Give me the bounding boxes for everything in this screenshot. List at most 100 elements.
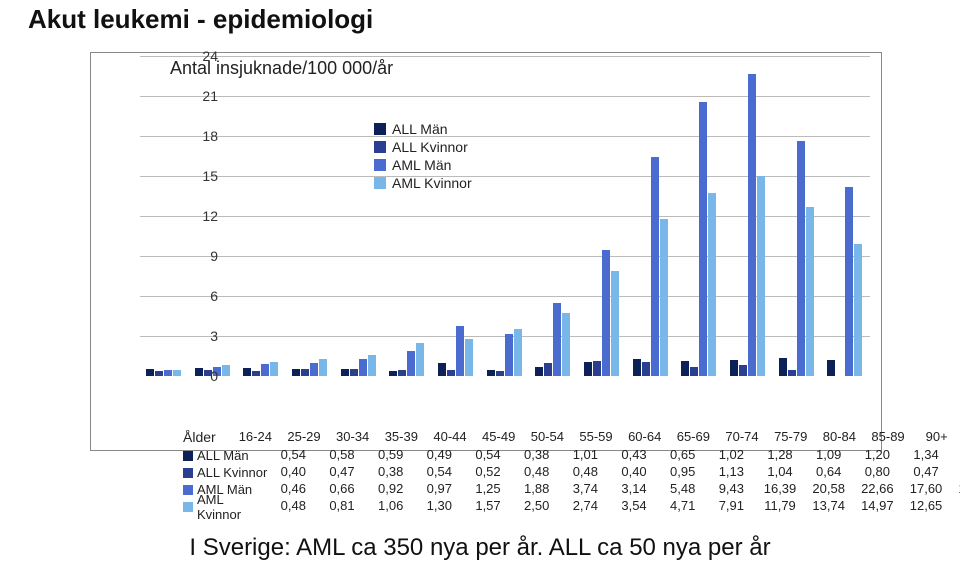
bar [292,369,300,376]
x-tick-label: 70-74 [718,429,767,444]
table-cells: 0,540,580,590,490,540,381,010,430,651,02… [269,447,960,464]
bar [243,368,251,376]
table-cell: 1,13 [707,464,756,479]
table-cell: 4,71 [658,498,707,513]
table-cell: 0,54 [464,447,513,462]
y-tick-label: 21 [178,88,218,104]
legend-swatch [374,177,386,189]
y-tick-label: 9 [178,248,218,264]
table-cell: 22,66 [853,481,902,496]
legend-label: ALL Män [392,121,448,137]
x-tick-label: 50-54 [523,429,572,444]
table-cell: 0,54 [269,447,318,462]
table-cell: 1,04 [756,464,805,479]
table-row: AML Män0,460,660,920,971,251,883,743,145… [181,481,960,498]
table-cell: 2,50 [512,498,561,513]
table-cell: 0,48 [561,464,610,479]
bar [708,193,716,376]
bar [730,360,738,376]
legend-item: AML Män [374,156,472,174]
bar [407,351,415,376]
table-cell: 14,17 [950,481,960,496]
bar [660,219,668,376]
table-cell: 3,74 [561,481,610,496]
bar [368,355,376,376]
table-cells: 0,400,470,380,540,520,480,480,400,951,13… [269,464,960,481]
table-cell: 0,40 [269,464,318,479]
table-cell: 13,74 [804,498,853,513]
bar [487,370,495,376]
y-tick-label: 0 [178,368,218,384]
bar [496,371,504,376]
y-tick-label: 6 [178,288,218,304]
table-cell: 1,18 [950,447,960,462]
x-tick-label: 65-69 [669,429,718,444]
bar [845,187,853,376]
table-cell: 0,47 [318,464,367,479]
table-cell: 2,74 [561,498,610,513]
table-cell: 0,49 [415,447,464,462]
bar [593,361,601,376]
bar [562,313,570,376]
table-cell: 1,57 [464,498,513,513]
x-tick-label: 85-89 [864,429,913,444]
table-cell: 0,66 [318,481,367,496]
bar [359,359,367,376]
table-cell: 0,58 [318,447,367,462]
bar [252,371,260,376]
bar [301,369,309,376]
bar [757,176,765,376]
y-tick-label: 15 [178,168,218,184]
table-cell: 9,92 [950,498,960,513]
table-cell: 1,06 [366,498,415,513]
table-cell: 20,58 [804,481,853,496]
table-cell: 12,65 [902,498,951,513]
bar [584,362,592,376]
table-cell: 0,48 [269,498,318,513]
table-cell: 0,48 [512,464,561,479]
y-tick-label: 3 [178,328,218,344]
bar [438,363,446,376]
bar [146,369,154,376]
bar [416,343,424,376]
table-cell: 11,79 [756,498,805,513]
table-cell: 0,38 [512,447,561,462]
table-cell: 1,09 [804,447,853,462]
x-tick-label: 55-59 [572,429,621,444]
table-series-name: ALL Män [197,448,269,463]
x-tick-label: 45-49 [474,429,523,444]
table-cell: 0,65 [658,447,707,462]
bar [797,141,805,376]
table-cell: 1,20 [853,447,902,462]
table-cell: 16,39 [756,481,805,496]
table-cells: 0,480,811,061,301,572,502,743,544,717,91… [269,498,960,515]
table-row: ALL Män0,540,580,590,490,540,381,010,430… [181,447,960,464]
x-tick-label: 60-64 [620,429,669,444]
x-tick-label: 25-29 [280,429,329,444]
bar [270,362,278,376]
legend: ALL Män ALL KvinnorAML MänAML Kvinnor [374,120,472,192]
bar [535,367,543,376]
bar [651,157,659,376]
table-cell: 0,81 [318,498,367,513]
legend-swatch [374,141,386,153]
x-tick-label: 75-79 [766,429,815,444]
data-table: ALL Män0,540,580,590,490,540,381,010,430… [181,447,960,515]
bar [827,360,835,376]
bar [465,339,473,376]
table-cell: 3,54 [610,498,659,513]
bar [544,363,552,376]
table-cell: 1,30 [415,498,464,513]
legend-swatch [374,159,386,171]
legend-label: ALL Kvinnor [392,139,468,155]
table-cell: 1,88 [512,481,561,496]
table-swatch [183,451,193,461]
bar [699,102,707,376]
table-cell: 0,46 [269,481,318,496]
legend-item: AML Kvinnor [374,174,472,192]
table-cells: 0,460,660,920,971,251,883,743,145,489,43… [269,481,960,498]
x-tick-labels: 16-2425-2930-3435-3940-4445-4950-5455-59… [231,429,960,447]
bar [261,364,269,376]
table-cell: 0,92 [366,481,415,496]
bar [739,365,747,376]
